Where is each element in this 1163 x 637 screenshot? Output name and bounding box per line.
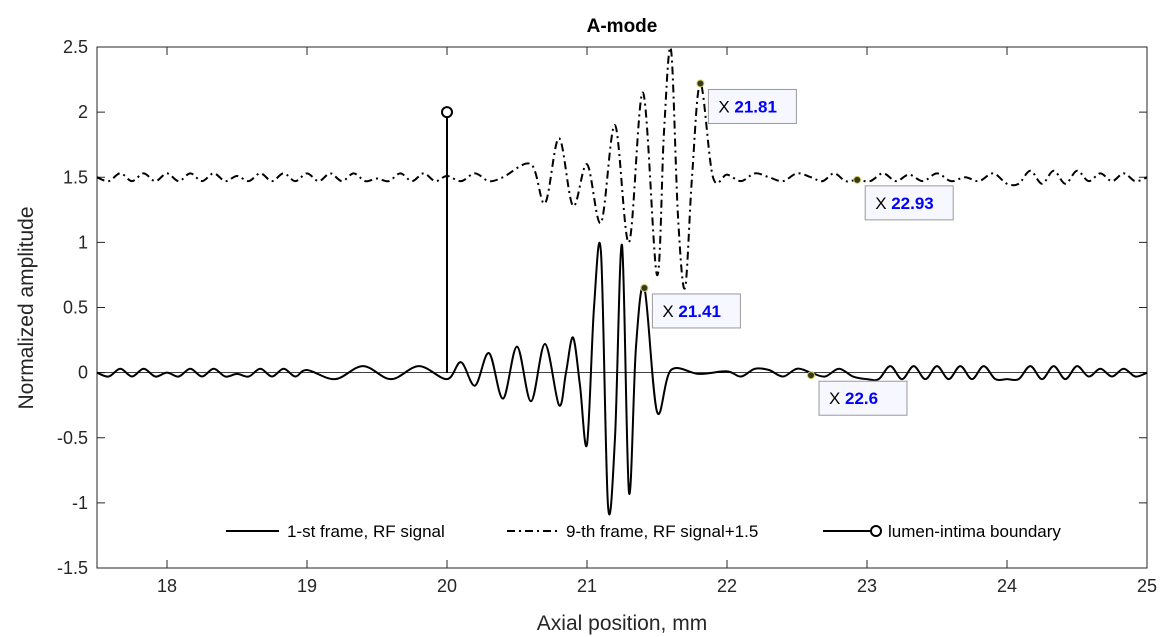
boundary-marker (441, 106, 453, 119)
legend-marker (870, 525, 882, 537)
y-tick-label: 1.5 (63, 167, 88, 187)
series-1st-frame-line (96, 241, 1148, 516)
y-tick-label: 0 (78, 363, 88, 383)
legend-label-1: 1-st frame, RF signal (287, 522, 445, 541)
x-tick-label: 25 (1137, 576, 1157, 596)
y-tick-label: -1.5 (57, 558, 88, 578)
legend-label-3: lumen-intima boundary (888, 522, 1061, 541)
y-tick-label: -0.5 (57, 428, 88, 448)
y-tick-label: 2 (78, 102, 88, 122)
y-tick-label: 2.5 (63, 37, 88, 57)
data-tip-prefix: X (875, 194, 886, 213)
y-axis-label: Normalized amplitude (15, 206, 38, 409)
legend: 1-st frame, RF signal 9-th frame, RF sign… (226, 522, 1061, 541)
data-tip-value: 22.6 (845, 389, 878, 408)
data-tip-point (807, 371, 815, 380)
y-tick-label: 0.5 (63, 298, 88, 318)
data-tip-value: 22.93 (891, 194, 934, 213)
x-tick-label: 21 (577, 576, 597, 596)
data-tip-prefix: X (662, 302, 673, 321)
x-tick-label: 23 (857, 576, 877, 596)
data-tip-point (640, 283, 649, 292)
data-tip-point (696, 79, 705, 88)
chart-title: A-mode (587, 16, 658, 37)
y-tick-label: -1 (72, 493, 88, 513)
data-tip-prefix: X (718, 97, 729, 116)
axes: 18 19 20 21 22 23 24 25 -1.5 -1 -0.5 0 0.5 1 1.5 2 2.5 (57, 37, 1157, 596)
data-tips: X 21.81 X 22.93 X 21.41 X 22.6 (640, 79, 954, 416)
data-tip-value: 21.81 (734, 97, 777, 116)
x-tick-label: 18 (157, 576, 177, 596)
data-tip-box (818, 380, 908, 416)
series-9th-frame-line (96, 46, 1148, 290)
x-tick-label: 19 (297, 576, 317, 596)
plot-box (96, 46, 1148, 569)
data-tip-prefix: X (829, 389, 840, 408)
data-tip-box (651, 293, 741, 329)
x-tick-label: 22 (717, 576, 737, 596)
legend-label-2: 9-th frame, RF signal+1.5 (566, 522, 758, 541)
data-tip-box (707, 88, 797, 124)
data-tip-value: 21.41 (678, 302, 721, 321)
y-tick-label: 1 (78, 232, 88, 252)
series-layer (96, 46, 1148, 516)
x-axis-label: Axial position, mm (537, 612, 707, 635)
x-tick-label: 24 (997, 576, 1017, 596)
x-tick-label: 20 (437, 576, 457, 596)
data-tip-point (853, 175, 862, 184)
data-tip-box (864, 185, 954, 221)
